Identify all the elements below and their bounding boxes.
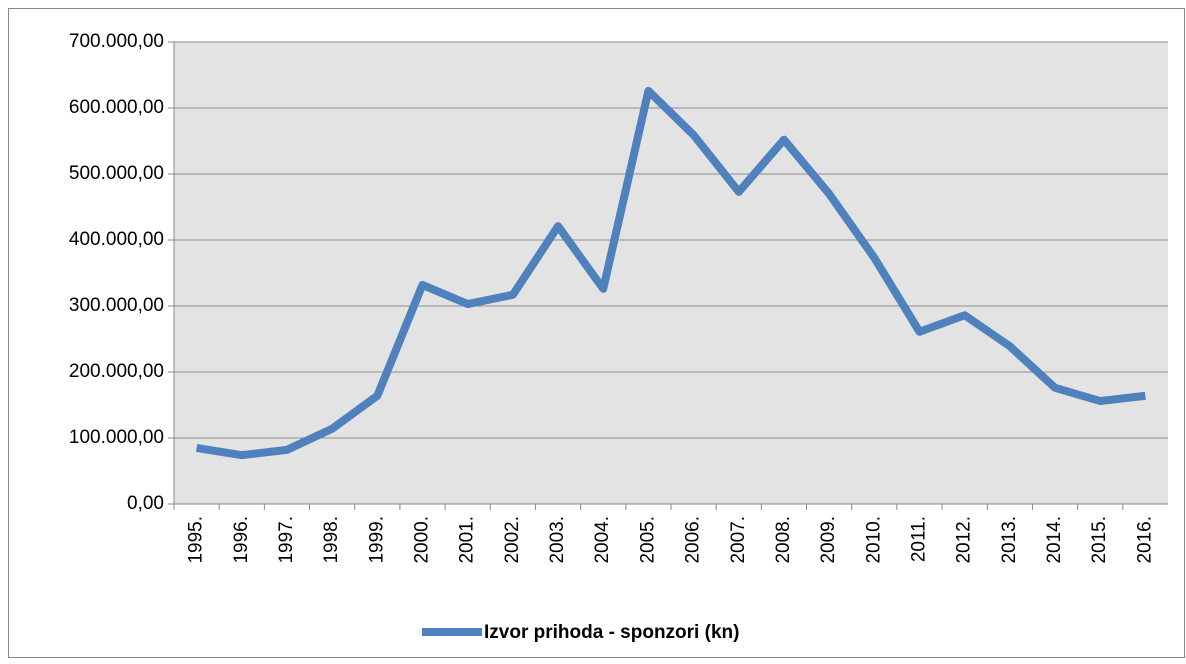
y-tick-label: 0,00 bbox=[127, 493, 164, 514]
x-tick-label: 2004. bbox=[592, 516, 613, 564]
x-tick-label: 1998. bbox=[321, 516, 342, 564]
x-tick-label: 2010. bbox=[863, 516, 884, 564]
x-tick-label: 2000. bbox=[412, 516, 433, 564]
x-tick-label: 2008. bbox=[773, 516, 794, 564]
x-tick-label: 2001. bbox=[457, 516, 478, 564]
legend-label: Izvor prihoda - sponzori (kn) bbox=[484, 622, 739, 643]
x-tick-label: 2005. bbox=[637, 516, 658, 564]
x-tick-label: 2011. bbox=[909, 516, 930, 562]
x-tick-label: 1996. bbox=[231, 516, 252, 564]
x-tick-label: 2003. bbox=[547, 516, 568, 564]
line-series bbox=[195, 86, 1146, 460]
x-tick-label: 2006. bbox=[683, 516, 704, 564]
x-tick-label: 2014. bbox=[1044, 516, 1065, 564]
y-tick-label: 400.000,00 bbox=[69, 229, 164, 250]
x-tick-label: 1995. bbox=[186, 516, 207, 564]
y-tick-label: 200.000,00 bbox=[69, 361, 164, 382]
y-tick-label: 100.000,00 bbox=[69, 427, 164, 448]
x-tick-label: 2002. bbox=[502, 516, 523, 564]
x-tick-label: 1997. bbox=[276, 516, 297, 564]
y-tick-label: 300.000,00 bbox=[69, 295, 164, 316]
x-tick-label: 2016. bbox=[1134, 516, 1155, 564]
y-tick-label: 600.000,00 bbox=[69, 97, 164, 118]
y-tick-label: 700.000,00 bbox=[69, 31, 164, 52]
x-tick-label: 2009. bbox=[818, 516, 839, 564]
x-tick-label: 2015. bbox=[1089, 516, 1110, 564]
y-tick-label: 500.000,00 bbox=[69, 163, 164, 184]
x-tick-label: 2013. bbox=[999, 516, 1020, 564]
x-tick-label: 1999. bbox=[366, 516, 387, 564]
x-tick-label: 2007. bbox=[728, 516, 749, 564]
x-tick-label: 2012. bbox=[954, 516, 975, 564]
